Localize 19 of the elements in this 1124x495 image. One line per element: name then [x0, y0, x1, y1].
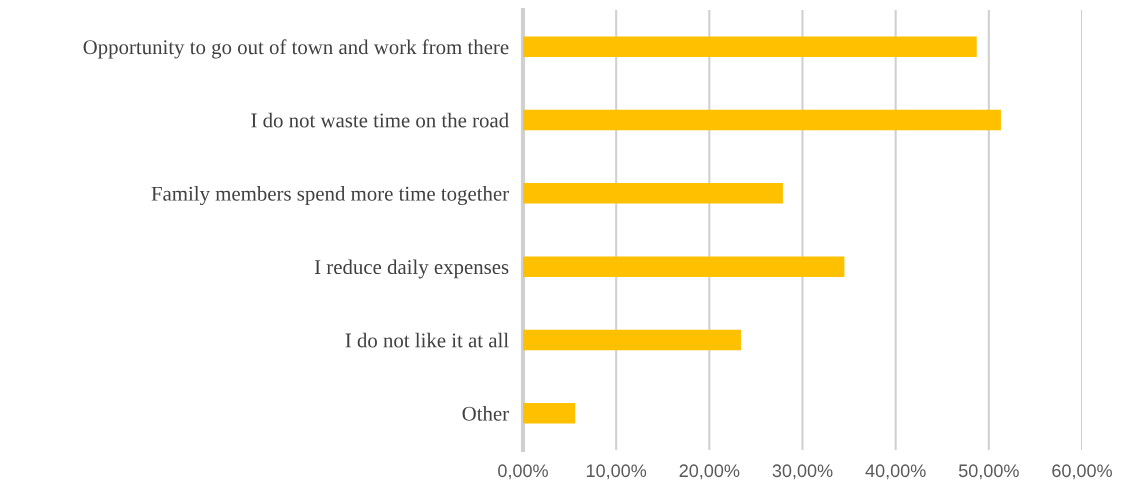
x-tick-label: 10,00%: [586, 464, 647, 480]
y-tick-label: Other: [462, 406, 509, 421]
x-tick-label: 30,00%: [772, 464, 833, 480]
y-tick-label: Family members spend more time together: [151, 186, 509, 206]
bar: [523, 36, 977, 57]
y-tick-label: I do not like it at all: [345, 332, 509, 348]
x-tick-label: 50,00%: [958, 464, 1019, 480]
bar: [523, 403, 576, 424]
x-tick-label: 60,00%: [1052, 464, 1112, 480]
bar: [523, 183, 783, 204]
bar: [523, 329, 742, 351]
bar: [523, 256, 845, 277]
y-tick-label: Opportunity to go out of town and work from there: [83, 39, 509, 59]
x-tick-label: 20,00%: [679, 464, 740, 480]
bar: [523, 109, 1001, 131]
y-tick-label: I reduce daily expenses: [314, 259, 509, 279]
x-tick-label: 0,00%: [498, 464, 548, 480]
x-tick-label: 40,00%: [865, 464, 926, 480]
y-tick-label: I do not waste time on the road: [251, 112, 509, 128]
